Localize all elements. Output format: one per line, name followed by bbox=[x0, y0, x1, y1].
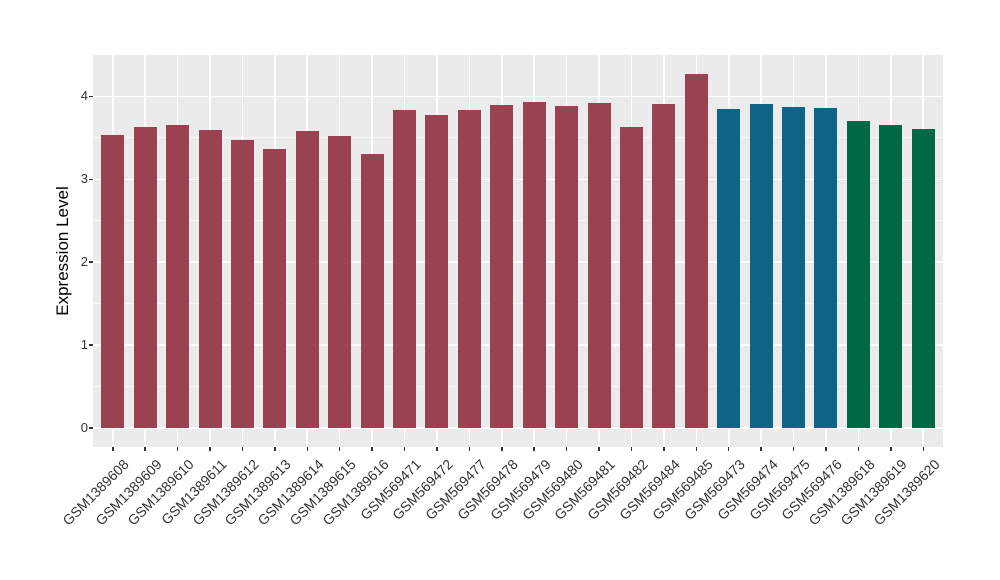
bar bbox=[393, 110, 417, 428]
bar bbox=[749, 103, 773, 428]
x-tick-mark bbox=[857, 447, 860, 451]
y-tick-label: 3 bbox=[80, 171, 88, 187]
bar bbox=[263, 149, 287, 428]
bar bbox=[814, 108, 838, 428]
x-tick-mark bbox=[890, 447, 892, 451]
x-tick-mark bbox=[371, 447, 373, 451]
x-tick-mark bbox=[176, 447, 179, 451]
y-tick-label: 4 bbox=[80, 88, 88, 104]
bar bbox=[911, 128, 935, 428]
bar bbox=[782, 107, 806, 428]
bar bbox=[166, 125, 190, 428]
gridline-minor-horizontal bbox=[93, 386, 943, 388]
x-tick-mark bbox=[598, 447, 600, 451]
bar bbox=[587, 103, 611, 428]
x-tick-mark bbox=[565, 447, 568, 451]
x-tick-mark bbox=[112, 447, 114, 451]
bar bbox=[328, 136, 352, 428]
x-tick-mark bbox=[436, 447, 438, 451]
bar bbox=[295, 131, 319, 428]
y-tick-mark bbox=[89, 344, 93, 346]
x-tick-mark bbox=[695, 447, 698, 451]
bar bbox=[457, 110, 481, 428]
bar bbox=[133, 127, 157, 428]
x-tick-mark bbox=[825, 447, 827, 451]
gridline-minor-horizontal bbox=[93, 220, 943, 222]
gridline-major-horizontal bbox=[93, 261, 943, 263]
x-tick-mark bbox=[338, 447, 341, 451]
x-tick-mark bbox=[241, 447, 244, 451]
y-tick-label: 0 bbox=[80, 420, 88, 435]
y-tick-mark bbox=[89, 261, 93, 263]
gridline-major-horizontal bbox=[93, 178, 943, 181]
gridline-minor-horizontal bbox=[93, 137, 943, 139]
x-tick-mark bbox=[468, 447, 471, 451]
x-tick-mark bbox=[501, 447, 503, 451]
gridline-major-horizontal bbox=[93, 95, 943, 98]
bar bbox=[879, 124, 903, 428]
bar bbox=[652, 103, 676, 428]
x-tick-mark bbox=[760, 447, 762, 451]
x-tick-mark bbox=[209, 447, 211, 451]
x-tick-mark bbox=[403, 447, 406, 451]
y-axis-title: Expression Level bbox=[53, 186, 72, 316]
plot-panel bbox=[93, 55, 943, 447]
x-tick-mark bbox=[533, 447, 535, 451]
x-tick-mark bbox=[306, 447, 309, 451]
gridline-major-horizontal bbox=[93, 344, 943, 346]
bar bbox=[555, 105, 579, 428]
x-tick-mark bbox=[663, 447, 665, 451]
x-tick-mark bbox=[922, 447, 924, 451]
bar bbox=[522, 102, 546, 428]
x-tick-mark bbox=[274, 447, 276, 451]
x-tick-mark bbox=[727, 447, 730, 451]
x-tick-mark bbox=[630, 447, 633, 451]
gridline-major-horizontal bbox=[93, 427, 943, 429]
bar bbox=[717, 108, 741, 428]
y-tick-mark bbox=[89, 178, 93, 181]
gridline-minor-horizontal bbox=[93, 303, 943, 305]
bar bbox=[490, 104, 514, 428]
bar bbox=[619, 127, 643, 428]
x-tick-mark bbox=[144, 447, 146, 451]
bar bbox=[684, 74, 708, 428]
bar bbox=[846, 121, 870, 428]
bar bbox=[101, 135, 125, 428]
y-tick-label: 2 bbox=[80, 254, 88, 270]
bar bbox=[425, 114, 449, 428]
bar bbox=[198, 130, 222, 428]
bar bbox=[230, 140, 254, 428]
x-tick-mark bbox=[792, 447, 795, 451]
y-tick-mark bbox=[89, 95, 93, 98]
bar bbox=[360, 154, 384, 428]
y-tick-label: 1 bbox=[80, 337, 88, 353]
y-tick-mark bbox=[89, 427, 93, 429]
